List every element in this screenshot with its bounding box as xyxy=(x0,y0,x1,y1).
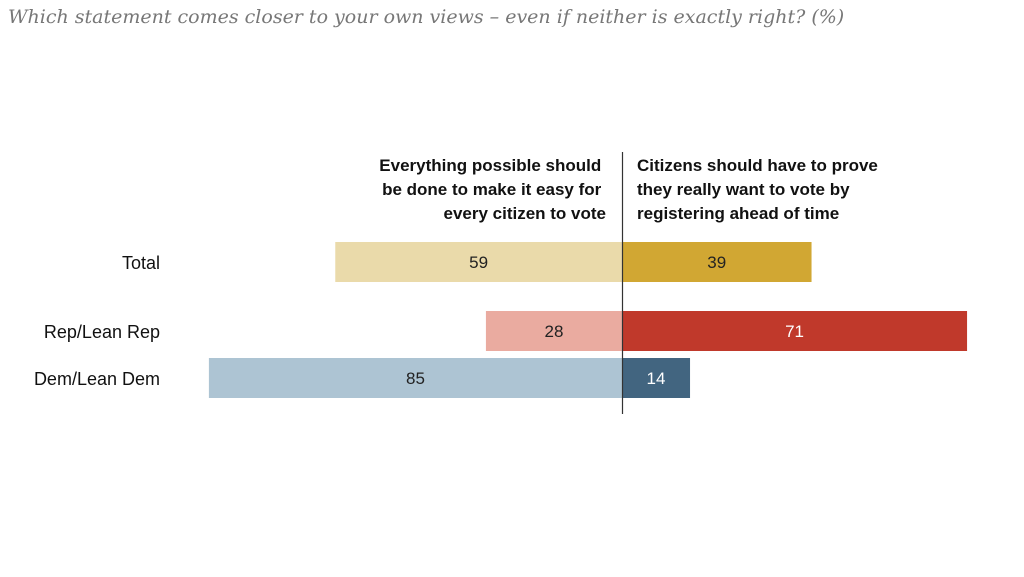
chart-subtitle: Which statement comes closer to your own… xyxy=(8,6,844,28)
value-label-left: 85 xyxy=(406,369,425,388)
left-header-line: be done to make it easy for xyxy=(382,180,602,199)
value-label-right: 14 xyxy=(647,369,666,388)
right-header-line: registering ahead of time xyxy=(637,204,839,223)
bar-left-2 xyxy=(485,311,622,351)
bar-right-2 xyxy=(622,311,968,351)
bar-left-3 xyxy=(208,358,622,398)
left-header-line: every citizen to vote xyxy=(443,204,606,223)
bar-left-1 xyxy=(335,242,622,282)
value-label-right: 71 xyxy=(785,322,804,341)
left-header-line: Everything possible should xyxy=(379,156,601,175)
right-header-line: they really want to vote by xyxy=(637,180,850,199)
bar-right-3 xyxy=(622,358,691,398)
bar-right-1 xyxy=(622,242,812,282)
value-label-right: 39 xyxy=(707,253,726,272)
bars-group: 59 39 Total 28 71 Rep/Lean Rep 85 14 Dem/Lean De… xyxy=(34,242,968,398)
right-header: Citizens should have to prove they reall… xyxy=(637,156,883,223)
value-label-left: 59 xyxy=(469,253,488,272)
row-label: Dem/Lean Dem xyxy=(34,369,160,389)
right-header-line: Citizens should have to prove xyxy=(637,156,878,175)
row-label: Rep/Lean Rep xyxy=(44,322,160,342)
value-label-left: 28 xyxy=(544,322,563,341)
row-label: Total xyxy=(122,253,160,273)
left-header: Everything possible should be done to ma… xyxy=(379,156,606,223)
